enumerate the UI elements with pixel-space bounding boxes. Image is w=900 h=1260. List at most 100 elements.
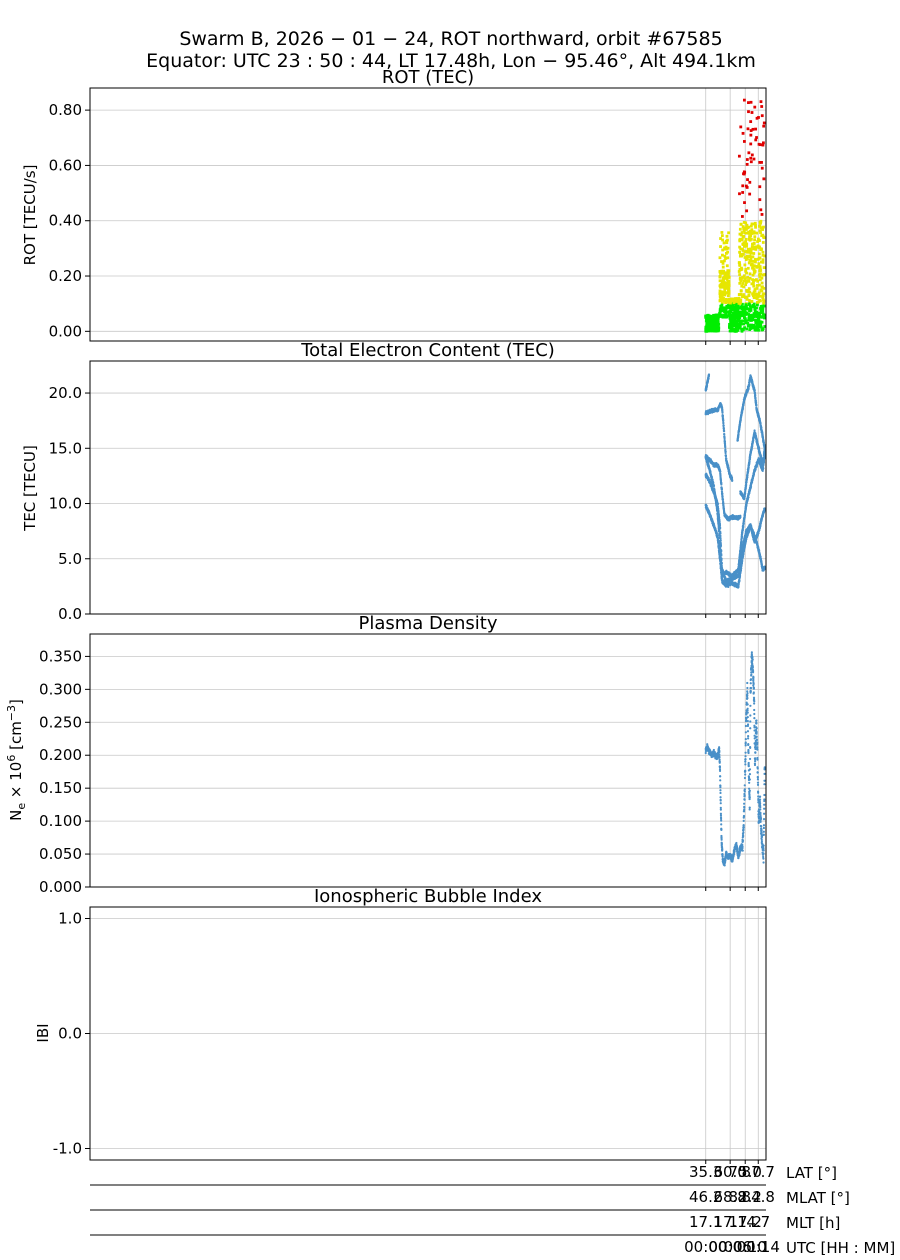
tec-point xyxy=(718,524,722,527)
rot-point xyxy=(748,192,752,196)
rot-point xyxy=(729,298,733,301)
rot-point xyxy=(718,275,722,279)
rot-point xyxy=(746,276,749,279)
rot-point xyxy=(753,245,757,249)
rot-point xyxy=(714,313,718,317)
rot-point xyxy=(750,153,754,157)
tec-point xyxy=(716,502,719,505)
rot-point xyxy=(718,270,722,273)
rot-point xyxy=(760,160,763,164)
rot-point xyxy=(714,316,717,320)
tec-y-axis-label: TEC [TECU] xyxy=(21,445,39,532)
tec-point xyxy=(719,539,722,542)
rot-point xyxy=(736,312,740,316)
rot-point xyxy=(762,225,765,229)
rot-point xyxy=(716,313,720,317)
tec-point xyxy=(721,492,724,495)
rot-point xyxy=(712,317,716,321)
rot-point xyxy=(710,326,713,330)
rot-point xyxy=(713,327,717,331)
rot-point xyxy=(755,265,759,268)
rot-point xyxy=(743,312,746,316)
rot-point xyxy=(754,225,757,229)
rot-point xyxy=(719,272,722,275)
tec-point xyxy=(720,490,724,493)
rot-point xyxy=(705,326,709,330)
tec-point xyxy=(737,433,740,436)
rot-point xyxy=(758,275,762,278)
rot-point xyxy=(718,311,722,315)
rot-point xyxy=(757,293,761,297)
rot-point xyxy=(757,116,760,119)
rot-y-tick-label: 0.00 xyxy=(49,322,82,340)
figure-title-line1: Swarm B, 2026 − 01 − 24, ROT northward, … xyxy=(179,28,722,50)
rot-point xyxy=(740,231,744,234)
rot-point xyxy=(730,319,734,323)
rot-data-points xyxy=(704,98,767,333)
rot-point xyxy=(722,271,726,274)
rot-point xyxy=(724,300,728,304)
rot-point xyxy=(738,250,741,254)
rot-point xyxy=(760,315,764,319)
rot-point xyxy=(748,309,751,313)
rot-point xyxy=(758,229,762,233)
rot-point xyxy=(745,305,748,309)
rot-point xyxy=(755,284,759,287)
rot-point xyxy=(742,220,746,224)
rot-point xyxy=(763,254,766,258)
tec-point xyxy=(743,514,746,517)
rot-point xyxy=(749,237,753,241)
rot-point xyxy=(728,306,732,310)
tec-point xyxy=(717,542,720,545)
rot-point xyxy=(757,291,761,295)
rot-point xyxy=(763,316,766,320)
rot-point xyxy=(757,265,761,268)
rot-point xyxy=(743,250,747,253)
rot-point xyxy=(732,324,736,328)
rot-point xyxy=(737,270,741,273)
rot-point xyxy=(754,127,758,131)
rot-point xyxy=(748,300,752,304)
rot-point xyxy=(758,224,761,228)
rot-point xyxy=(741,225,745,229)
rot-point xyxy=(755,306,758,310)
rot-point xyxy=(751,278,755,282)
rot-point xyxy=(721,261,725,265)
tec-point xyxy=(722,418,725,422)
rot-y-tick-label: 0.60 xyxy=(49,156,82,174)
rot-point xyxy=(738,254,742,258)
rot-point xyxy=(761,141,765,145)
rot-point xyxy=(750,282,754,286)
tec-point xyxy=(712,484,716,487)
tec-point xyxy=(720,488,723,491)
tec-point xyxy=(739,516,742,519)
rot-point xyxy=(749,263,753,267)
rot-point xyxy=(758,320,762,324)
rot-point xyxy=(742,295,746,299)
rot-point xyxy=(750,228,754,232)
rot-panel-title: ROT (TEC) xyxy=(382,67,474,88)
rot-point xyxy=(761,294,765,298)
rot-point xyxy=(727,231,731,235)
rot-point xyxy=(747,232,751,235)
rot-point xyxy=(734,303,738,307)
rot-point xyxy=(762,299,766,303)
tec-point xyxy=(724,450,727,453)
rot-point xyxy=(747,151,751,155)
rot-point xyxy=(738,239,742,243)
rot-point xyxy=(757,245,761,249)
rot-point xyxy=(726,246,730,250)
rot-point xyxy=(744,319,748,323)
tec-point xyxy=(754,468,757,471)
rot-point xyxy=(762,266,766,270)
rot-point xyxy=(741,131,745,135)
rot-point xyxy=(705,314,709,317)
rot-point xyxy=(753,105,757,109)
rot-point xyxy=(707,324,711,328)
rot-point xyxy=(757,311,761,315)
rot-point xyxy=(755,302,759,306)
rot-point xyxy=(705,315,709,319)
rot-point xyxy=(719,245,722,248)
rot-point xyxy=(749,142,753,146)
rot-point xyxy=(723,259,726,263)
